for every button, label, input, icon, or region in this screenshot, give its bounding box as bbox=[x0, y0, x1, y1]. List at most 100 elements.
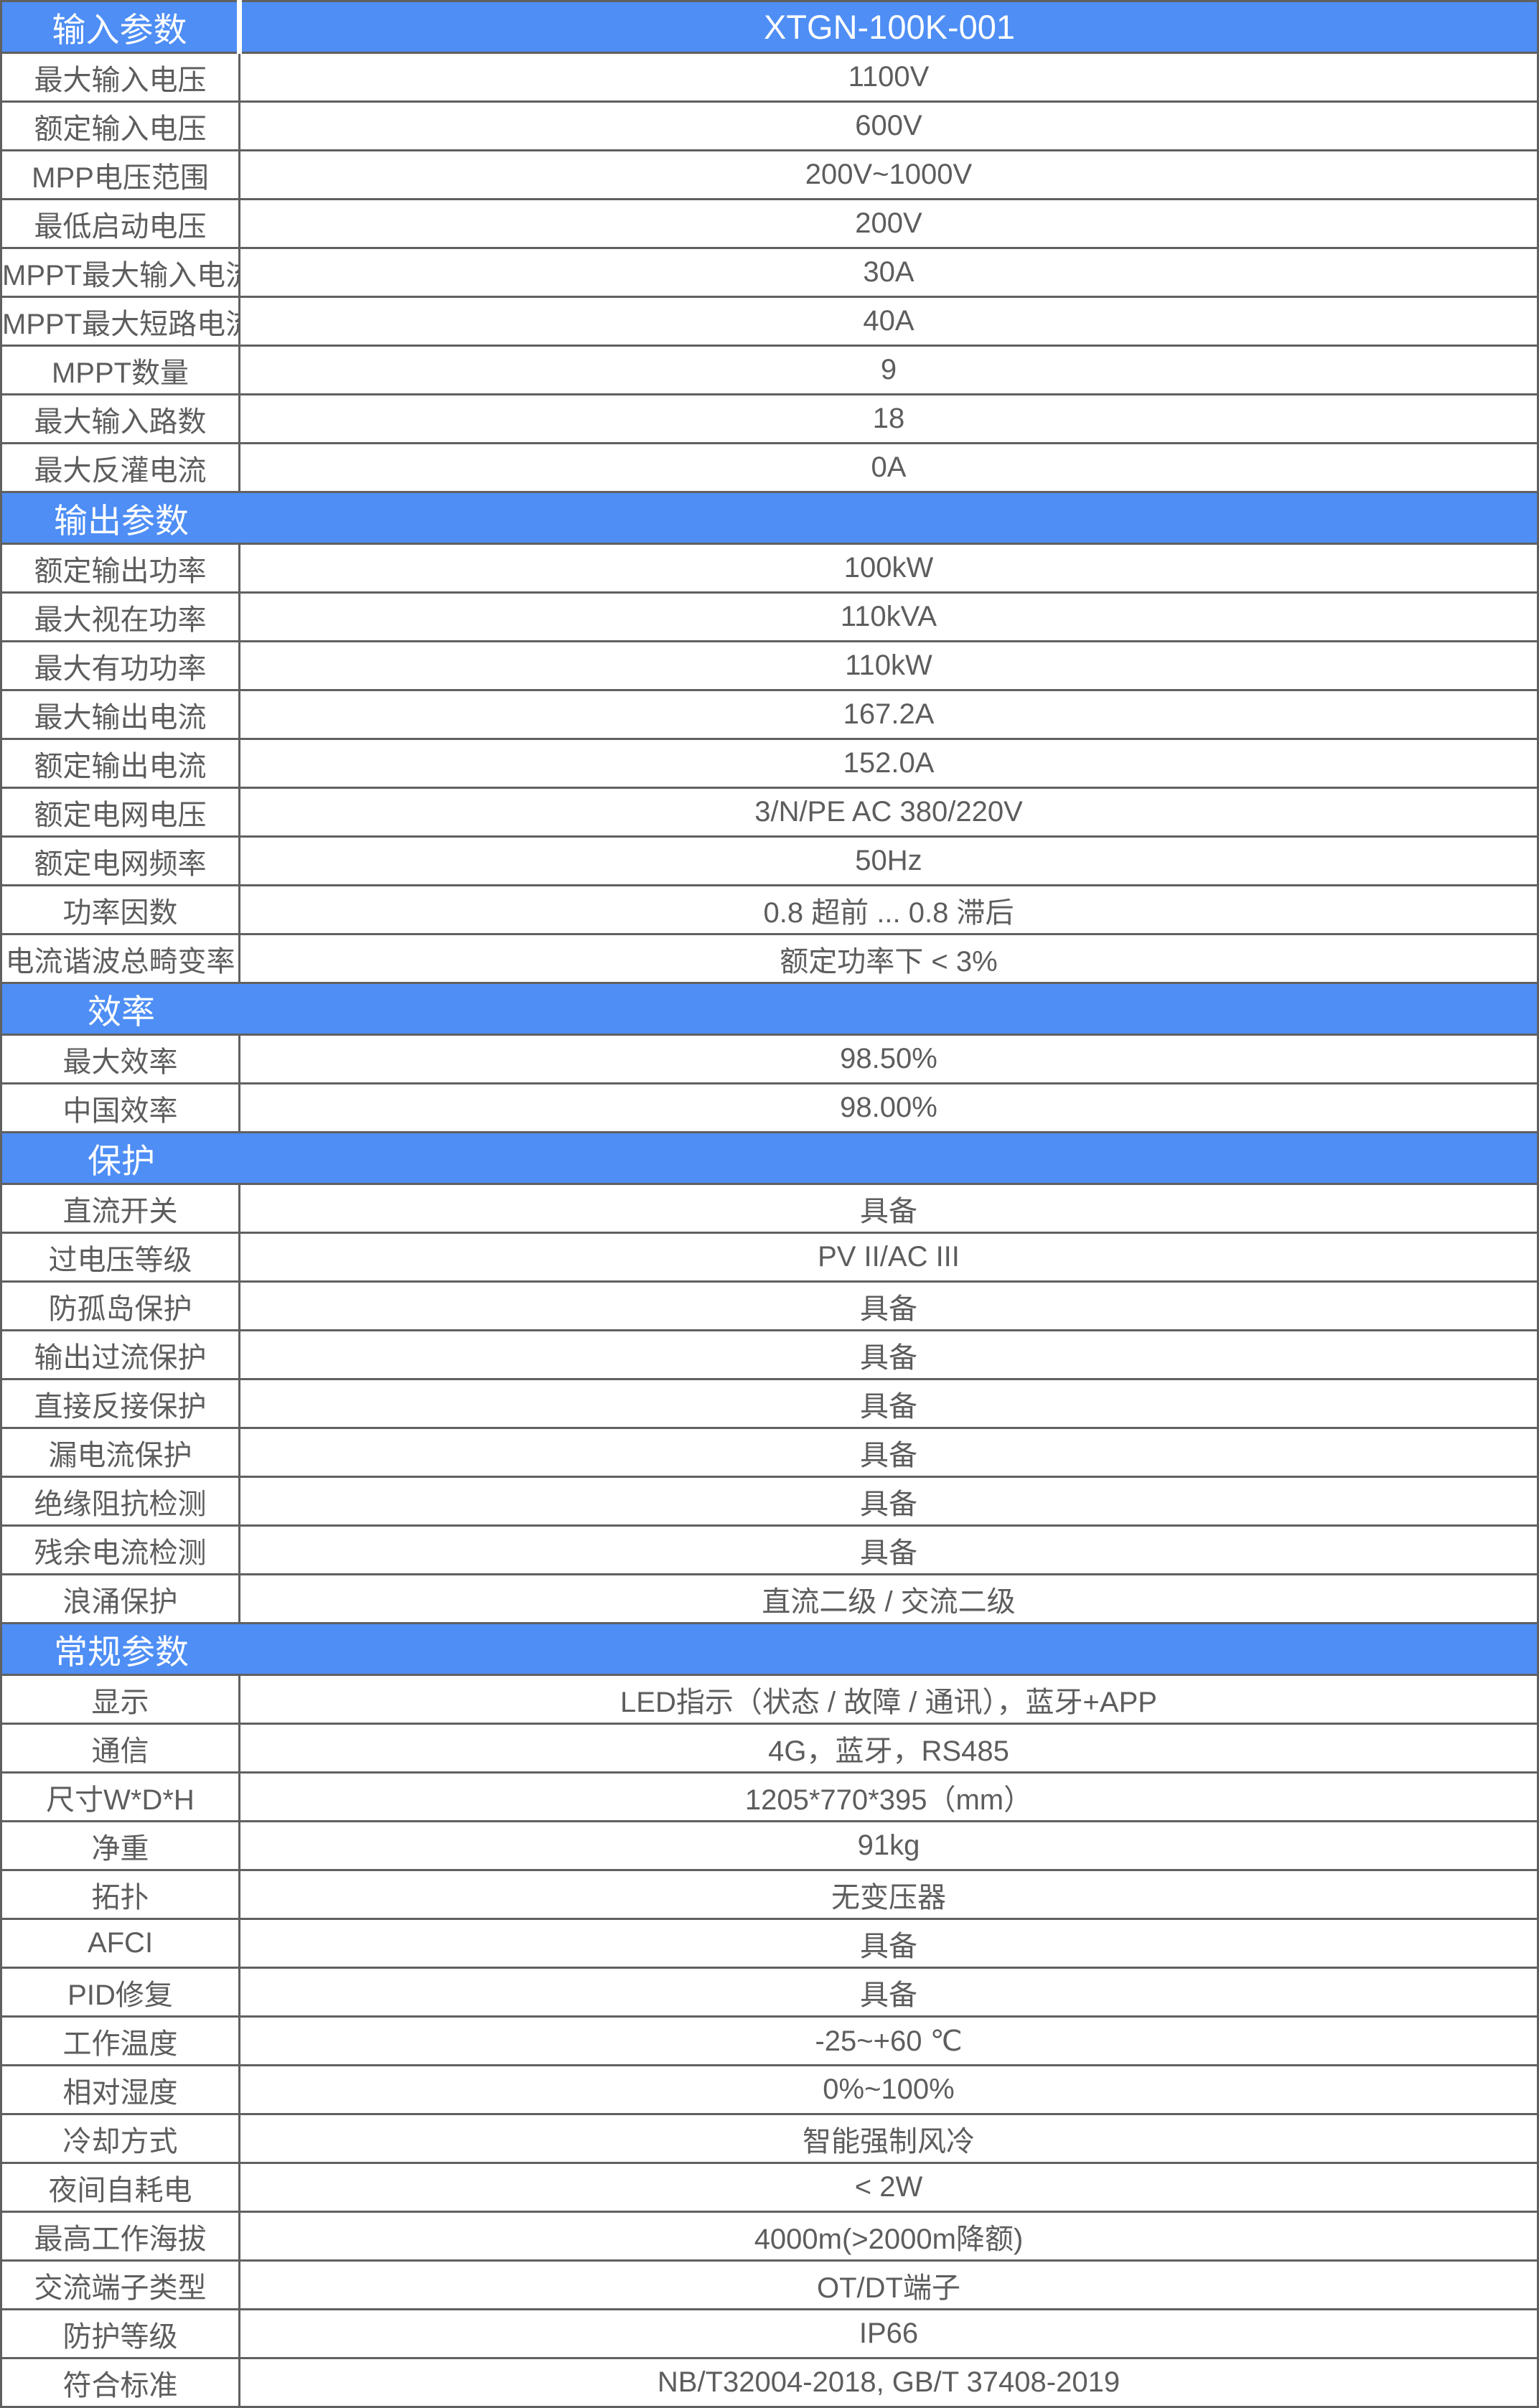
param-value: 98.50% bbox=[238, 1034, 1539, 1084]
param-label: 绝缘阻抗检测 bbox=[0, 1476, 240, 1527]
section-bar: 输出参数 bbox=[0, 491, 1539, 545]
param-value: IP66 bbox=[238, 2308, 1539, 2359]
param-label: MPPT最大输入电流 bbox=[0, 247, 240, 298]
param-label: 最低启动电压 bbox=[0, 198, 240, 249]
param-label: 最高工作海拔 bbox=[0, 2211, 240, 2262]
param-value: 600V bbox=[238, 100, 1539, 151]
param-label: MPPT数量 bbox=[0, 345, 240, 395]
param-value: 91kg bbox=[238, 1820, 1539, 1871]
param-label: 过电压等级 bbox=[0, 1232, 240, 1283]
param-value: 18 bbox=[238, 393, 1539, 444]
param-value: 0A bbox=[238, 442, 1539, 493]
param-value: 110kVA bbox=[238, 591, 1539, 642]
spec-row: 过电压等级 PV II/AC III bbox=[0, 1232, 1539, 1283]
spec-row: MPPT最大短路电流 40A bbox=[0, 296, 1539, 347]
param-value: 无变压器 bbox=[238, 1869, 1539, 1920]
param-label: 防孤岛保护 bbox=[0, 1280, 240, 1331]
param-value: 4000m(>2000m降额) bbox=[238, 2211, 1539, 2262]
param-label: 直接反接保护 bbox=[0, 1378, 240, 1429]
param-value: 具备 bbox=[238, 1476, 1539, 1527]
param-label: 符合标准 bbox=[0, 2357, 240, 2408]
param-label: MPPT最大短路电流 bbox=[0, 296, 240, 347]
param-label: 防护等级 bbox=[0, 2308, 240, 2359]
spec-row: 额定输出电流 152.0A bbox=[0, 738, 1539, 789]
param-value: 200V bbox=[238, 198, 1539, 249]
param-value: 具备 bbox=[238, 1524, 1539, 1575]
param-label: 最大输入路数 bbox=[0, 393, 240, 444]
section-title: 保护 bbox=[88, 1142, 155, 1180]
param-label: 拓扑 bbox=[0, 1869, 240, 1920]
param-label: 相对湿度 bbox=[0, 2064, 240, 2115]
spec-row: 浪涌保护 直流二级 / 交流二级 bbox=[0, 1573, 1539, 1624]
spec-row: 电流谐波总畸变率 额定功率下 < 3% bbox=[0, 933, 1539, 984]
param-label: 最大输入电压 bbox=[0, 52, 240, 103]
param-value: 98.00% bbox=[238, 1082, 1539, 1133]
spec-row: 最大视在功率 110kVA bbox=[0, 591, 1539, 642]
spec-row: 防护等级 IP66 bbox=[0, 2308, 1539, 2359]
section-bar: 效率 bbox=[0, 982, 1539, 1036]
spec-row: 冷却方式 智能强制风冷 bbox=[0, 2113, 1539, 2164]
param-label: 浪涌保护 bbox=[0, 1573, 240, 1624]
param-value: 100kW bbox=[238, 543, 1539, 594]
param-label: PID修复 bbox=[0, 1967, 240, 2018]
spec-row: 拓扑 无变压器 bbox=[0, 1869, 1539, 1920]
param-value: 30A bbox=[238, 247, 1539, 298]
spec-row: 额定电网频率 50Hz bbox=[0, 835, 1539, 886]
param-label: 额定电网频率 bbox=[0, 835, 240, 886]
section-header-row: 常规参数 bbox=[0, 1622, 1539, 1676]
param-value: 具备 bbox=[238, 1183, 1539, 1234]
spec-row: 功率因数 0.8 超前 ... 0.8 滞后 bbox=[0, 884, 1539, 935]
param-value: 1100V bbox=[238, 52, 1539, 103]
spec-row: 最低启动电压 200V bbox=[0, 198, 1539, 249]
section-header-row: 效率 bbox=[0, 982, 1539, 1036]
param-value: 智能强制风冷 bbox=[238, 2113, 1539, 2164]
param-label: 冷却方式 bbox=[0, 2113, 240, 2164]
table-header-row: 输入参数 XTGN-100K-001 bbox=[0, 0, 1539, 54]
param-value: -25~+60 ℃ bbox=[238, 2015, 1539, 2066]
spec-row: 最高工作海拔 4000m(>2000m降额) bbox=[0, 2211, 1539, 2262]
spec-row: 最大效率 98.50% bbox=[0, 1034, 1539, 1084]
param-label: 夜间自耗电 bbox=[0, 2162, 240, 2213]
param-value: 具备 bbox=[238, 1967, 1539, 2018]
param-label: 交流端子类型 bbox=[0, 2259, 240, 2310]
spec-row: 防孤岛保护 具备 bbox=[0, 1280, 1539, 1331]
param-value: 167.2A bbox=[238, 689, 1539, 740]
spec-row: 残余电流检测 具备 bbox=[0, 1524, 1539, 1575]
param-label: 额定电网电压 bbox=[0, 787, 240, 838]
param-value: LED指示（状态 / 故障 / 通讯），蓝牙+APP bbox=[238, 1674, 1539, 1725]
param-label: 净重 bbox=[0, 1820, 240, 1871]
section-title: 效率 bbox=[88, 993, 155, 1031]
param-value: < 2W bbox=[238, 2162, 1539, 2213]
spec-row: 显示 LED指示（状态 / 故障 / 通讯），蓝牙+APP bbox=[0, 1674, 1539, 1725]
param-value: 9 bbox=[238, 345, 1539, 395]
param-label: 漏电流保护 bbox=[0, 1427, 240, 1478]
spec-row: 最大反灌电流 0A bbox=[0, 442, 1539, 493]
section-title-input-params: 输入参数 bbox=[0, 0, 242, 54]
spec-row: 绝缘阻抗检测 具备 bbox=[0, 1476, 1539, 1527]
param-value: OT/DT端子 bbox=[238, 2259, 1539, 2310]
spec-row: 最大输入路数 18 bbox=[0, 393, 1539, 444]
spec-row: 最大输入电压 1100V bbox=[0, 52, 1539, 103]
param-label: 最大有功功率 bbox=[0, 640, 240, 691]
param-label: 功率因数 bbox=[0, 884, 240, 935]
param-label: 额定输出电流 bbox=[0, 738, 240, 789]
spec-row: 直流开关 具备 bbox=[0, 1183, 1539, 1234]
param-value: 直流二级 / 交流二级 bbox=[238, 1573, 1539, 1624]
spec-row: 相对湿度 0%~100% bbox=[0, 2064, 1539, 2115]
param-value: 3/N/PE AC 380/220V bbox=[238, 787, 1539, 838]
param-value: 50Hz bbox=[238, 835, 1539, 886]
spec-row: 尺寸W*D*H 1205*770*395（mm） bbox=[0, 1771, 1539, 1822]
param-label: 显示 bbox=[0, 1674, 240, 1725]
param-value: 具备 bbox=[238, 1427, 1539, 1478]
spec-row: AFCI 具备 bbox=[0, 1918, 1539, 1969]
param-value: 额定功率下 < 3% bbox=[238, 933, 1539, 984]
param-label: 最大反灌电流 bbox=[0, 442, 240, 493]
section-title: 输出参数 bbox=[54, 502, 189, 540]
param-value: 具备 bbox=[238, 1329, 1539, 1380]
section-bar: 保护 bbox=[0, 1131, 1539, 1185]
spec-row: 净重 91kg bbox=[0, 1820, 1539, 1871]
spec-row: 夜间自耗电 < 2W bbox=[0, 2162, 1539, 2213]
param-label: 最大效率 bbox=[0, 1034, 240, 1084]
spec-row: 直接反接保护 具备 bbox=[0, 1378, 1539, 1429]
